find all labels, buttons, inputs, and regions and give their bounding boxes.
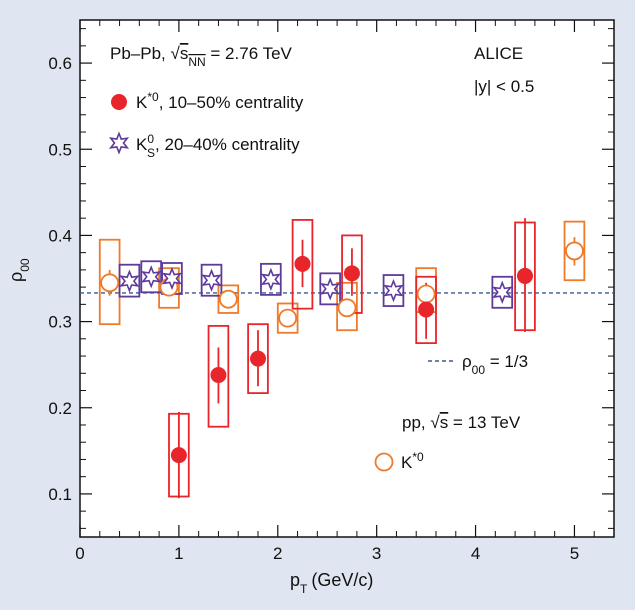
legend-marker-star xyxy=(108,131,130,155)
legend-k0s-pbpb: K0 S, 20–40% centrality xyxy=(108,131,300,160)
systematic-box-layer xyxy=(98,219,586,498)
sys-box-0-5 xyxy=(415,275,437,345)
point-k0s-pbpb-2 xyxy=(161,266,183,291)
point-k0s-pbpb-3 xyxy=(201,268,222,292)
point-kstar-pbpb-5 xyxy=(418,301,435,318)
sys-box-0-2 xyxy=(247,323,269,395)
sys-box-1-5 xyxy=(319,272,341,306)
annotation-rapidity: |y| < 0.5 xyxy=(474,77,534,96)
legend-label-kstar-pp: K*0 xyxy=(401,450,424,472)
point-k0s-pbpb-7 xyxy=(492,280,513,304)
sys-box-1-3 xyxy=(200,263,223,297)
point-kstar-pbpb-6 xyxy=(517,267,533,284)
legend-kstar-pp: K*0 xyxy=(374,450,424,472)
legend-label-reference: ρ00 = 1/3 xyxy=(462,352,528,377)
point-k0s-pbpb-0 xyxy=(119,269,140,293)
x-tick-label-1: 1 xyxy=(174,544,183,563)
point-kstar-pbpb-2 xyxy=(250,350,266,367)
point-k0s-pbpb-1 xyxy=(141,265,162,289)
x-axis-title: pT (GeV/c) xyxy=(290,570,373,596)
legend-marker-open-circle xyxy=(374,452,394,472)
y-tick-label-5: 0.6 xyxy=(48,54,72,73)
x-tick-label-5: 5 xyxy=(570,544,579,563)
point-kstar-pbpb-3 xyxy=(294,255,311,272)
point-kstar-pp-2 xyxy=(218,289,238,309)
point-kstar-pp-3 xyxy=(278,308,298,328)
sys-box-1-0 xyxy=(118,263,141,298)
point-kstar-pp-4 xyxy=(337,298,357,318)
sys-box-1-4 xyxy=(260,262,282,296)
point-kstar-pp-6 xyxy=(565,241,584,261)
x-tick-label-2: 2 xyxy=(273,544,282,563)
point-kstar-pp-0 xyxy=(100,273,120,293)
annotation-alice: ALICE xyxy=(474,44,523,63)
point-kstar-pbpb-1 xyxy=(210,367,227,384)
y-tick-label-3: 0.4 xyxy=(48,226,72,245)
legend-reference-line: ρ00 = 1/3 xyxy=(428,352,528,377)
annotation-pbpb: Pb–Pb, √sNN = 2.76 TeV xyxy=(110,44,293,69)
x-tick-label-3: 3 xyxy=(372,544,381,563)
y-tick-label-0: 0.1 xyxy=(48,485,72,504)
point-k0s-pbpb-5 xyxy=(320,277,341,301)
sys-box-2-4 xyxy=(336,281,358,332)
x-tick-label-0: 0 xyxy=(75,544,84,563)
sys-box-0-3 xyxy=(291,219,314,310)
point-k0s-pbpb-6 xyxy=(383,278,404,303)
sys-box-2-2 xyxy=(217,284,240,314)
sys-box-1-1 xyxy=(140,260,162,294)
legend-label-kstar-pbpb: K*0, 10–50% centrality xyxy=(136,90,304,112)
axes-layer: 0.1 0.2 0.3 0.4 0.5 0.6 0 1 2 3 4 5 xyxy=(48,20,614,563)
y-tick-label-1: 0.2 xyxy=(48,399,72,418)
marker-layer xyxy=(100,241,584,464)
y-tick-label-2: 0.3 xyxy=(48,313,72,332)
point-kstar-pp-5 xyxy=(416,284,436,304)
x-tick-label-4: 4 xyxy=(471,544,480,563)
point-kstar-pbpb-4 xyxy=(343,265,360,282)
y-axis-title: ρ00 xyxy=(6,258,32,282)
legend-marker-filled-circle xyxy=(111,94,127,110)
y-tick-label-4: 0.5 xyxy=(48,140,72,159)
point-k0s-pbpb-4 xyxy=(260,267,281,292)
sys-box-2-6 xyxy=(563,220,586,282)
sys-box-2-3 xyxy=(276,302,299,334)
point-kstar-pbpb-0 xyxy=(170,447,187,464)
annotation-pp: pp, √s = 13 TeV xyxy=(402,413,521,432)
sys-box-0-1 xyxy=(207,324,230,428)
sys-box-1-7 xyxy=(491,275,514,309)
sys-box-1-6 xyxy=(382,274,405,307)
legend-kstar-pbpb: K*0, 10–50% centrality xyxy=(111,90,304,112)
sys-box-2-1 xyxy=(158,267,180,309)
legend-label-k0s-pbpb: K0 S, 20–40% centrality xyxy=(136,132,300,160)
